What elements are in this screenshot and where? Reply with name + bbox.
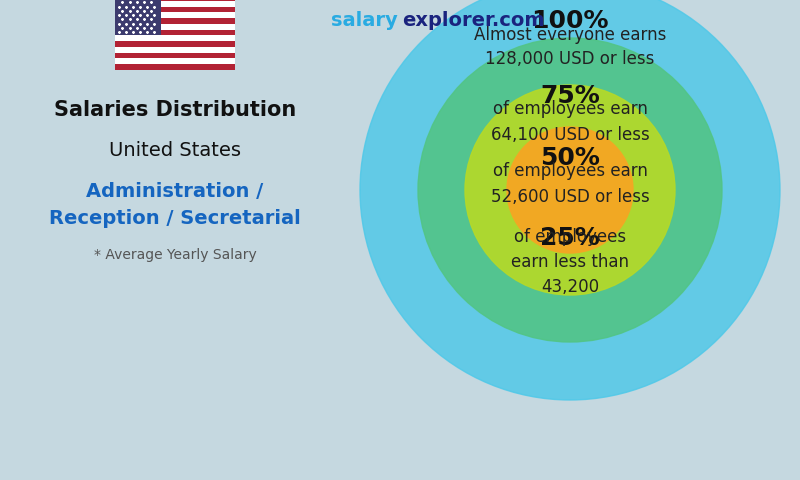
Text: of employees earn
52,600 USD or less: of employees earn 52,600 USD or less bbox=[490, 163, 650, 205]
FancyBboxPatch shape bbox=[115, 0, 235, 70]
Bar bbox=[115, 36, 235, 41]
Bar bbox=[115, 41, 235, 47]
Circle shape bbox=[418, 38, 722, 342]
Bar bbox=[115, 24, 235, 30]
Text: explorer.com: explorer.com bbox=[402, 11, 545, 29]
Bar bbox=[115, 12, 235, 18]
Text: * Average Yearly Salary: * Average Yearly Salary bbox=[94, 248, 256, 262]
Text: Administration /
Reception / Secretarial: Administration / Reception / Secretarial bbox=[49, 182, 301, 228]
Circle shape bbox=[507, 127, 633, 253]
Bar bbox=[115, 59, 235, 64]
Text: Salaries Distribution: Salaries Distribution bbox=[54, 100, 296, 120]
Bar bbox=[115, 53, 235, 59]
Text: United States: United States bbox=[109, 141, 241, 159]
Bar bbox=[115, 18, 235, 24]
Bar bbox=[115, 64, 235, 70]
Bar bbox=[115, 30, 235, 36]
Bar bbox=[115, 1, 235, 7]
Text: of employees earn
64,100 USD or less: of employees earn 64,100 USD or less bbox=[490, 100, 650, 144]
Text: salary: salary bbox=[331, 11, 398, 29]
Text: 100%: 100% bbox=[531, 9, 609, 33]
Bar bbox=[115, 0, 235, 1]
Circle shape bbox=[465, 85, 675, 295]
Text: 75%: 75% bbox=[540, 84, 600, 108]
Bar bbox=[115, 7, 235, 12]
Text: Almost everyone earns
128,000 USD or less: Almost everyone earns 128,000 USD or les… bbox=[474, 25, 666, 69]
Text: 25%: 25% bbox=[540, 226, 600, 250]
Bar bbox=[115, 47, 235, 53]
Bar bbox=[115, 0, 161, 36]
Circle shape bbox=[360, 0, 780, 400]
Text: of employees
earn less than
43,200: of employees earn less than 43,200 bbox=[511, 228, 629, 296]
Text: 50%: 50% bbox=[540, 146, 600, 170]
